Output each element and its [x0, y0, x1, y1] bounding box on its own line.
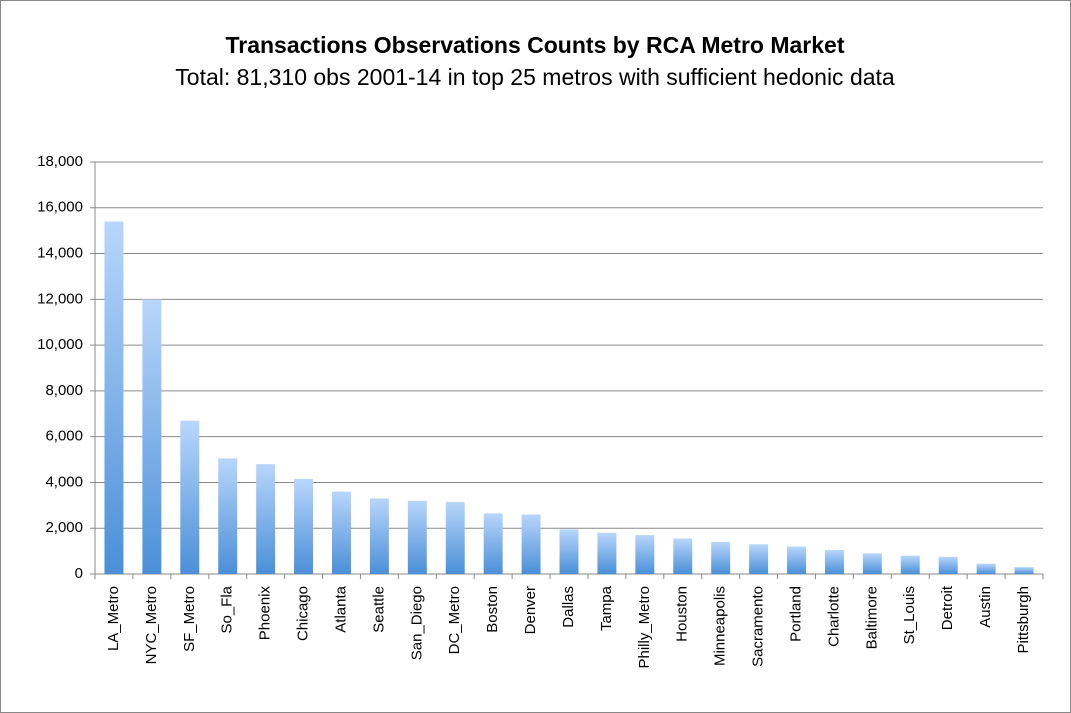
x-tick-label: Charlotte — [825, 586, 842, 647]
bar — [407, 500, 427, 574]
y-tick-label: 2,000 — [45, 519, 83, 536]
x-tick-label: Phoenix — [257, 586, 274, 641]
x-tick-label: Seattle — [370, 586, 387, 633]
x-tick-label: Houston — [674, 586, 691, 642]
bar — [938, 556, 958, 574]
x-tick-label: Austin — [977, 586, 994, 628]
x-tick-label: Chicago — [295, 586, 312, 641]
bar — [256, 464, 276, 574]
bar — [635, 535, 655, 574]
bar — [559, 529, 579, 574]
bar — [673, 538, 693, 574]
bar — [521, 514, 541, 574]
x-tick-label: NYC_Metro — [143, 586, 160, 664]
x-tick-label: St_Louis — [901, 586, 918, 644]
bar — [332, 491, 351, 574]
y-tick-label: 4,000 — [45, 473, 83, 490]
x-tick-label: So_Fla — [219, 585, 236, 633]
bar — [787, 546, 806, 574]
bar — [142, 299, 162, 574]
y-tick-label: 16,000 — [37, 199, 83, 216]
bar — [824, 549, 844, 574]
bar — [180, 420, 200, 574]
bar — [597, 532, 617, 574]
y-tick-label: 18,000 — [37, 153, 83, 170]
x-tick-label: Detroit — [939, 585, 956, 630]
x-tick-label: Dallas — [560, 586, 577, 628]
bar — [711, 541, 731, 574]
bar — [445, 501, 465, 574]
bar — [976, 563, 996, 574]
bar — [749, 544, 769, 574]
bar — [1014, 567, 1034, 574]
x-tick-label: Atlanta — [332, 585, 349, 632]
x-tick-label: Tampa — [598, 585, 615, 631]
y-tick-label: 0 — [75, 565, 83, 582]
bar — [104, 221, 124, 574]
y-tick-label: 10,000 — [37, 336, 83, 353]
x-tick-label: DC_Metro — [446, 586, 463, 654]
x-tick-label: Philly_Metro — [636, 586, 653, 669]
x-tick-label: Sacramento — [750, 586, 767, 667]
x-tick-label: LA_Metro — [105, 586, 122, 651]
x-tick-label: San_Diego — [408, 586, 425, 660]
y-tick-label: 8,000 — [45, 382, 83, 399]
bar — [369, 498, 389, 574]
titles: Transactions Observations Counts by RCA … — [170, 30, 900, 94]
x-tick-label: Baltimore — [863, 586, 880, 649]
x-tick-label: Minneapolis — [712, 586, 729, 666]
x-tick-label: Boston — [484, 586, 501, 633]
chart-subtitle: Total: 81,310 obs 2001-14 in top 25 metr… — [175, 64, 895, 90]
x-tick-label: Denver — [522, 586, 539, 634]
y-tick-label: 12,000 — [37, 290, 83, 307]
bar — [294, 479, 314, 574]
y-tick-label: 14,000 — [37, 245, 83, 262]
bar — [218, 458, 238, 574]
bar — [483, 513, 503, 574]
bar — [900, 555, 920, 574]
x-tick-label: Pittsburgh — [1015, 586, 1032, 654]
x-tick-label: SF_Metro — [181, 586, 198, 652]
y-tick-label: 6,000 — [45, 428, 83, 445]
x-tick-label: Portland — [787, 586, 804, 642]
chart-title: Transactions Observations Counts by RCA … — [225, 32, 845, 58]
bar — [862, 553, 882, 574]
